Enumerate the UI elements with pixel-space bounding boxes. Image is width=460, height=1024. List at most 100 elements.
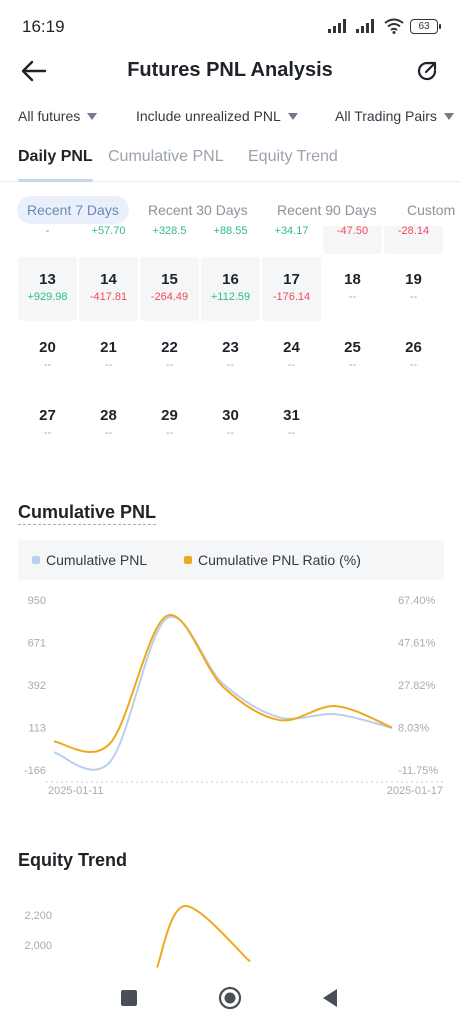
tab-bar: Daily PNL Cumulative PNL Equity Trend: [0, 146, 460, 182]
calendar-day-pnl: --: [287, 427, 296, 439]
calendar-day-cell[interactable]: 20 --: [18, 325, 77, 389]
triangle-back-icon: [323, 989, 337, 1007]
calendar-day-number: 18: [344, 271, 361, 288]
calendar-day-pnl: --: [226, 359, 235, 371]
tab-equity-trend[interactable]: Equity Trend: [248, 148, 338, 165]
calendar-day-cell[interactable]: 15 -264.49: [140, 257, 199, 321]
calendar-day-pnl: --: [165, 427, 174, 439]
calendar-day-cell[interactable]: 21 --: [79, 325, 138, 389]
calendar-day-cell[interactable]: 17 -176.14: [262, 257, 321, 321]
x-tick-label: 2025-01-11: [48, 785, 103, 797]
calendar-day-cell[interactable]: 13 +929.98: [18, 257, 77, 321]
equity-series-line: [156, 904, 251, 968]
cumulative-pnl-series-line: [53, 615, 393, 771]
calendar-day-cell[interactable]: 16 +112.59: [201, 257, 260, 321]
calendar-day-cell[interactable]: 29 --: [140, 393, 199, 456]
unrealized-pnl-filter-dropdown[interactable]: Include unrealized PNL: [136, 108, 298, 124]
caret-down-icon: [443, 112, 454, 120]
calendar-day-cell[interactable]: 27 --: [18, 393, 77, 456]
legend-cumulative-pnl-ratio[interactable]: Cumulative PNL Ratio (%): [184, 552, 361, 568]
daily-pnl-calendar: - +57.70 +328.5 +88.55 +34.17 -47.50 -28.14 13…: [18, 226, 444, 456]
y-left-tick-label: 671: [28, 638, 46, 650]
calendar-day-number: 22: [161, 339, 178, 356]
calendar-day-cell[interactable]: 28 --: [79, 393, 138, 456]
y-right-tick-label: 8.03%: [398, 723, 429, 735]
circle-home-icon: [218, 986, 242, 1010]
calendar-day-number: 31: [283, 407, 300, 424]
recent-apps-button[interactable]: [115, 984, 143, 1012]
arrow-left-icon: [21, 60, 47, 82]
calendar-day-pnl: --: [348, 359, 357, 371]
futures-filter-dropdown[interactable]: All futures: [18, 108, 98, 124]
calendar-day-pnl: --: [348, 291, 357, 303]
trading-pairs-filter-label: All Trading Pairs: [335, 108, 437, 124]
share-button[interactable]: [412, 56, 442, 86]
legend-swatch: [32, 556, 40, 564]
calendar-day-number: 26: [405, 339, 422, 356]
calendar-day-pnl: +112.59: [210, 291, 251, 303]
cumulative-pnl-chart[interactable]: 950 671 392 113 -166 67.40% 47.61% 27.82% 8.03% -…: [0, 588, 460, 810]
range-custom[interactable]: Custom: [407, 202, 456, 218]
calendar-day-cell[interactable]: 23 --: [201, 325, 260, 389]
calendar-day-number: 24: [283, 339, 300, 356]
calendar-partial-value: -: [45, 226, 50, 237]
trading-pairs-filter-dropdown[interactable]: All Trading Pairs: [335, 108, 454, 124]
y-right-tick-label: 47.61%: [398, 638, 436, 650]
status-bar: 16:19 63: [0, 0, 460, 52]
equity-trend-section-title: Equity Trend: [18, 850, 128, 870]
calendar-day-cell[interactable]: 14 -417.81: [79, 257, 138, 321]
calendar-week-row: 13 +929.98 14 -417.81 15 -264.49 16 +112.59 17 -1…: [18, 257, 444, 325]
home-button[interactable]: [216, 984, 244, 1012]
calendar-day-cell[interactable]: 25 --: [323, 325, 382, 389]
calendar-partial-value: -28.14: [384, 226, 443, 254]
calendar-day-cell[interactable]: 24 --: [262, 325, 321, 389]
square-icon: [121, 990, 137, 1006]
calendar-day-pnl: --: [409, 291, 418, 303]
calendar-day-number: 15: [161, 271, 178, 288]
y-right-tick-label: 67.40%: [398, 595, 436, 607]
calendar-day-pnl: --: [43, 427, 52, 439]
filter-row: All futures Include unrealized PNL All T…: [0, 108, 460, 132]
range-recent-7-days[interactable]: Recent 7 Days: [17, 196, 129, 224]
caret-down-icon: [87, 112, 98, 120]
calendar-day-cell[interactable]: 31 --: [262, 393, 321, 456]
legend-label: Cumulative PNL Ratio (%): [198, 552, 361, 568]
calendar-partial-row: - +57.70 +328.5 +88.55 +34.17 -47.50 -28.14: [18, 226, 444, 254]
back-nav-button[interactable]: [316, 984, 344, 1012]
header: Futures PNL Analysis: [0, 52, 460, 90]
calendar-day-cell[interactable]: 22 --: [140, 325, 199, 389]
back-button[interactable]: [18, 56, 50, 86]
cumulative-pnl-ratio-series-line: [53, 614, 393, 754]
calendar-day-pnl: -176.14: [272, 291, 311, 303]
equity-trend-chart[interactable]: 2,200 2,000: [0, 895, 460, 970]
calendar-day-cell[interactable]: 19 --: [384, 257, 443, 321]
range-recent-30-days[interactable]: Recent 30 Days: [148, 202, 248, 218]
calendar-grid: 13 +929.98 14 -417.81 15 -264.49 16 +112.59 17 -1…: [18, 257, 444, 456]
caret-down-icon: [287, 112, 298, 120]
cellular-signal-icon: [356, 19, 374, 33]
calendar-day-number: 20: [39, 339, 56, 356]
calendar-day-pnl: -417.81: [89, 291, 128, 303]
tab-daily-pnl[interactable]: Daily PNL: [18, 148, 93, 182]
cumulative-pnl-title-text: Cumulative PNL: [18, 502, 157, 525]
calendar-day-number: 17: [283, 271, 300, 288]
wifi-icon: [384, 18, 404, 34]
range-recent-90-days[interactable]: Recent 90 Days: [277, 202, 377, 218]
page-title: Futures PNL Analysis: [127, 59, 333, 81]
cumulative-pnl-section-title[interactable]: Cumulative PNL: [18, 502, 157, 525]
y-left-tick-label: 950: [28, 595, 46, 607]
calendar-day-number: 23: [222, 339, 239, 356]
calendar-day-cell[interactable]: 30 --: [201, 393, 260, 456]
calendar-partial-value: +88.55: [213, 226, 248, 237]
legend-label: Cumulative PNL: [46, 552, 148, 568]
calendar-day-cell[interactable]: 26 --: [384, 325, 443, 389]
calendar-day-cell[interactable]: 18 --: [323, 257, 382, 321]
calendar-day-number: 30: [222, 407, 239, 424]
y-tick-label: 2,200: [24, 910, 52, 922]
y-left-tick-label: -166: [24, 765, 46, 777]
tab-cumulative-pnl[interactable]: Cumulative PNL: [108, 148, 224, 165]
legend-cumulative-pnl[interactable]: Cumulative PNL: [32, 552, 147, 568]
calendar-day-number: 16: [222, 271, 239, 288]
cellular-signal-icon: [328, 19, 346, 33]
x-tick-label: 2025-01-17: [387, 785, 443, 797]
